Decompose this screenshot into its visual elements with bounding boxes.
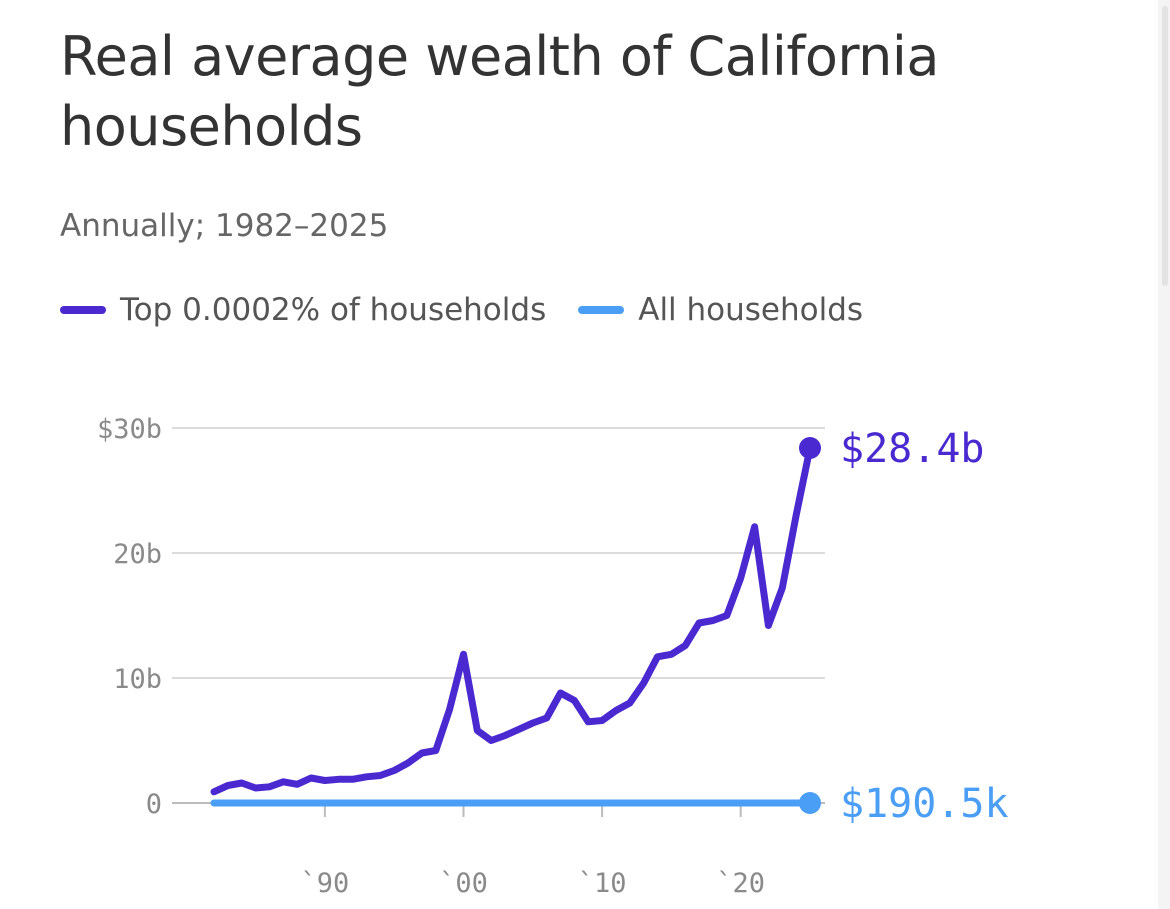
y-tick-label-3: $30b — [97, 414, 162, 445]
x-tick-label-3: `20 — [716, 868, 765, 899]
y-tick-label-0: 0 — [146, 789, 162, 820]
x-tick-label-0: `90 — [300, 868, 349, 899]
series-end-label-1: $190.5k — [840, 781, 1009, 827]
scrollbar-thumb[interactable] — [1162, 6, 1168, 286]
y-tick-label-1: 10b — [113, 664, 162, 695]
series-line-0 — [210, 444, 814, 796]
series-end-marker-1 — [799, 791, 821, 814]
legend-swatch-top — [60, 306, 106, 314]
chart-subtitle: Annually; 1982–2025 — [60, 208, 389, 244]
y-tick-label-2: 20b — [113, 539, 162, 570]
legend-label-all: All households — [638, 292, 864, 328]
legend-label-top: Top 0.0002% of households — [120, 292, 547, 328]
series-end-label-0: $28.4b — [840, 426, 985, 472]
chart-title: Real average wealth of California househ… — [60, 25, 939, 158]
legend-swatch-all — [578, 306, 625, 314]
legend-item-top: Top 0.0002% of households — [60, 292, 546, 328]
x-tick-label-2: `10 — [578, 868, 627, 899]
series-end-marker-0 — [799, 437, 821, 459]
legend: Top 0.0002% of households All households — [60, 292, 895, 328]
x-tick-label-1: `00 — [439, 868, 488, 899]
scrollbar[interactable] — [1158, 0, 1170, 909]
legend-item-all: All households — [578, 292, 863, 328]
